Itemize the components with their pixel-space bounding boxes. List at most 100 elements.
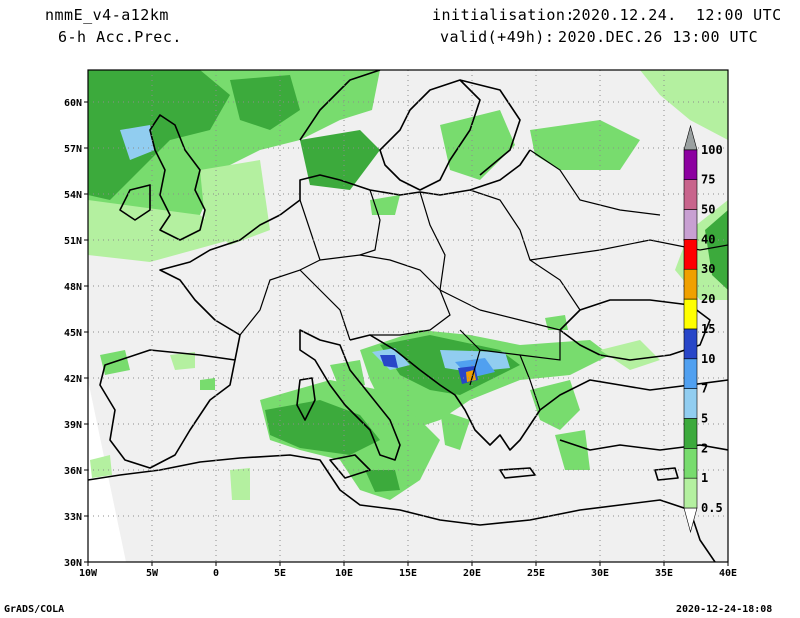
precip-region [440,410,470,450]
lon-tick-label: 10E [335,568,353,579]
lon-tick-label: 5W [146,568,159,579]
software-credit: GrADS/COLA [4,604,65,615]
colorbar-segment [683,179,698,210]
coastline-iberia [99,349,236,469]
lat-tick-label: 45N [64,328,82,339]
lat-tick-label: 39N [64,420,82,431]
colorbar-level-label: 100 [701,143,723,157]
colorbar-upper-extension [683,124,698,151]
colorbar-level-label: 75 [701,173,715,187]
border [469,189,581,311]
lat-tick-label: 54N [64,190,82,201]
precip-region [370,195,400,215]
coastline-sardinia [296,377,316,421]
precip-region [530,380,580,430]
coastline-sicily [329,454,371,479]
border [419,191,446,291]
precip-region [530,120,640,170]
field-name: 6-h Acc.Prec. [58,28,182,46]
coastline-north-africa [88,454,716,562]
border [370,289,451,336]
lat-tick-label: 51N [64,236,82,247]
creation-timestamp: 2020-12-24-18:08 [676,604,773,615]
colorbar-segment [683,477,698,509]
colorbar: 0.5 1 2 5 7 10 15 20 30 40 50 75 100 [683,124,723,534]
precip-region [640,70,728,140]
precip-region [230,468,250,500]
precip-region [555,430,590,470]
init-label: initialisation: [432,6,575,24]
coastline-baltic [339,149,531,196]
precip-region [170,352,195,370]
model-name: nmmE_v4-a12km [45,6,169,24]
coastline-finland [459,79,521,176]
lat-tick-label: 42N [64,374,82,385]
colorbar-level-label: 50 [701,203,715,217]
border [529,239,728,261]
lat-tick-label: 60N [64,98,82,109]
lon-tick-label: 35E [655,568,673,579]
colorbar-segment [683,209,698,240]
longitude-axis: 10W 5W 0 5E 10E 15E 20E 25E 30E 35E 40E [79,562,737,579]
lat-tick-label: 30N [64,558,82,569]
coastline-west-europe [159,174,341,361]
lat-tick-label: 57N [64,144,82,155]
valid-label: valid(+49h): [440,28,555,46]
precip-region [200,378,215,390]
colorbar-segment [683,358,698,389]
precip-region [380,355,398,368]
latitude-axis: 30N 33N 36N 39N 42N 45N 48N 51N 54N 57N 60N [64,98,88,569]
border [479,309,561,331]
precip-region [365,470,400,492]
coastline-balkans [349,334,728,451]
coastline-cyprus [654,467,679,481]
coastline-black-sea [559,299,711,361]
precip-region [90,455,112,478]
colorbar-level-label: 7 [701,382,708,396]
precip-region [265,400,380,455]
colorbar-segment [683,418,698,449]
border [519,354,541,411]
valid-time: 2020.DEC.26 13:00 UTC [558,28,759,46]
colorbar-segment [683,149,698,180]
colorbar-level-label: 20 [701,292,715,306]
precip-region [88,200,230,262]
colorbar-segment [683,298,698,330]
lon-tick-label: 0 [213,568,219,579]
precip-region [330,360,365,390]
precip-region [230,75,300,130]
coastline-ireland [119,184,151,221]
colorbar-level-label: 15 [701,322,715,336]
precip-region [200,160,270,245]
lat-tick-label: 48N [64,282,82,293]
colorbar-level-label: 1 [701,471,708,485]
colorbar-segment [683,388,698,419]
colorbar-level-label: 0.5 [701,501,723,515]
colorbar-level-label: 30 [701,262,715,276]
lon-tick-label: 5E [274,568,286,579]
lon-tick-label: 25E [527,568,545,579]
precip-region [440,110,515,180]
colorbar-level-label: 40 [701,232,715,246]
colorbar-level-label: 10 [701,352,715,366]
colorbar-level-label: 5 [701,411,708,425]
lat-tick-label: 33N [64,512,82,523]
country-borders [239,149,728,411]
graticule [88,70,728,562]
coastline-crete [499,467,536,479]
colorbar-segment [683,448,698,479]
border [299,199,321,271]
coastline-anatolia [559,439,728,451]
colorbar-segment [683,328,698,360]
lon-tick-label: 30E [591,568,609,579]
lon-tick-label: 20E [463,568,481,579]
precip-region [120,125,155,160]
coastline-britain [149,114,206,241]
coastline-italy [299,329,401,461]
lon-tick-label: 40E [719,568,737,579]
border [459,329,561,386]
border [529,149,661,216]
precip-region [600,340,660,370]
lat-tick-label: 36N [64,466,82,477]
